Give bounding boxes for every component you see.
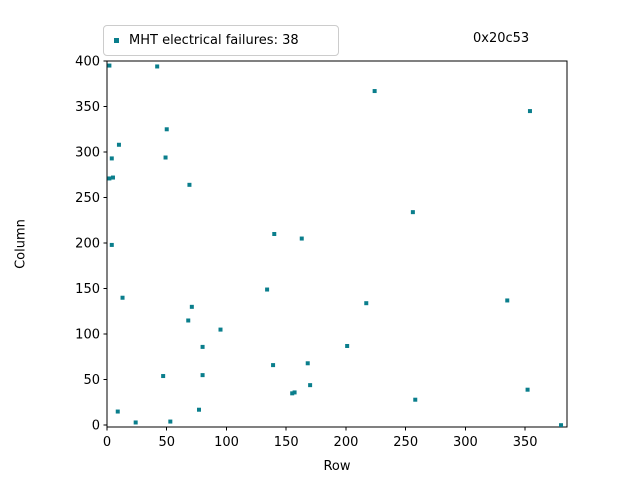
x-tick-label: 100 bbox=[214, 435, 239, 450]
data-point bbox=[109, 156, 114, 161]
data-point bbox=[115, 409, 120, 414]
data-point bbox=[107, 176, 112, 181]
data-point bbox=[163, 155, 168, 160]
x-tick-label: 300 bbox=[453, 435, 478, 450]
data-point bbox=[168, 419, 173, 424]
x-tick-label: 50 bbox=[158, 435, 175, 450]
data-point bbox=[189, 304, 194, 309]
data-point bbox=[218, 327, 223, 332]
y-tick-label: 250 bbox=[75, 191, 100, 206]
axes-frame bbox=[106, 60, 568, 428]
data-point bbox=[272, 231, 277, 236]
data-point bbox=[186, 318, 191, 323]
tick-marks bbox=[103, 60, 526, 431]
x-tick-label: 250 bbox=[393, 435, 418, 450]
y-axis-label: Column bbox=[13, 219, 29, 269]
x-tick-label: 0 bbox=[103, 435, 111, 450]
data-point bbox=[265, 287, 270, 292]
data-point bbox=[372, 89, 377, 94]
data-point bbox=[305, 361, 310, 366]
data-point bbox=[559, 423, 564, 427]
y-tick-label: 150 bbox=[75, 282, 100, 297]
data-point bbox=[505, 298, 510, 303]
data-point bbox=[299, 236, 304, 241]
data-point bbox=[271, 363, 276, 368]
x-tick-label: 150 bbox=[274, 435, 299, 450]
data-point bbox=[345, 343, 350, 348]
data-point bbox=[110, 175, 115, 180]
data-point bbox=[290, 391, 295, 396]
annotation-hex-id: 0x20c53 bbox=[473, 31, 530, 46]
y-tick-label: 0 bbox=[92, 419, 100, 434]
data-point bbox=[413, 397, 418, 402]
x-axis-label: Row bbox=[323, 459, 351, 474]
data-point bbox=[116, 142, 121, 147]
data-point bbox=[109, 242, 114, 247]
data-point bbox=[120, 295, 125, 300]
data-point bbox=[308, 383, 313, 388]
data-point bbox=[200, 344, 205, 349]
data-point bbox=[164, 127, 169, 132]
points-layer bbox=[107, 63, 564, 427]
tick-labels: 0 50 100 150 200 250 300 350 0 50 100 150 200 250 300 3… bbox=[75, 55, 537, 451]
data-point bbox=[292, 390, 297, 395]
data-point bbox=[525, 387, 530, 392]
x-tick-label: 200 bbox=[334, 435, 359, 450]
y-tick-label: 350 bbox=[75, 100, 100, 115]
data-point bbox=[107, 63, 112, 68]
y-tick-label: 300 bbox=[75, 146, 100, 161]
data-point bbox=[161, 374, 166, 379]
data-point bbox=[364, 301, 369, 306]
y-tick-label: 200 bbox=[75, 237, 100, 252]
data-point bbox=[200, 373, 205, 378]
x-tick-label: 350 bbox=[513, 435, 538, 450]
data-point bbox=[197, 407, 201, 412]
data-point bbox=[410, 210, 415, 215]
y-tick-label: 50 bbox=[83, 373, 100, 388]
y-tick-label: 400 bbox=[75, 55, 100, 70]
data-point bbox=[133, 420, 138, 425]
legend: MHT electrical failures: 38 bbox=[103, 25, 339, 56]
data-point bbox=[527, 109, 532, 114]
y-tick-label: 100 bbox=[75, 328, 100, 343]
data-point bbox=[155, 64, 160, 69]
legend-marker-icon bbox=[114, 38, 119, 43]
data-point bbox=[187, 182, 192, 187]
legend-label: MHT electrical failures: 38 bbox=[129, 33, 299, 48]
